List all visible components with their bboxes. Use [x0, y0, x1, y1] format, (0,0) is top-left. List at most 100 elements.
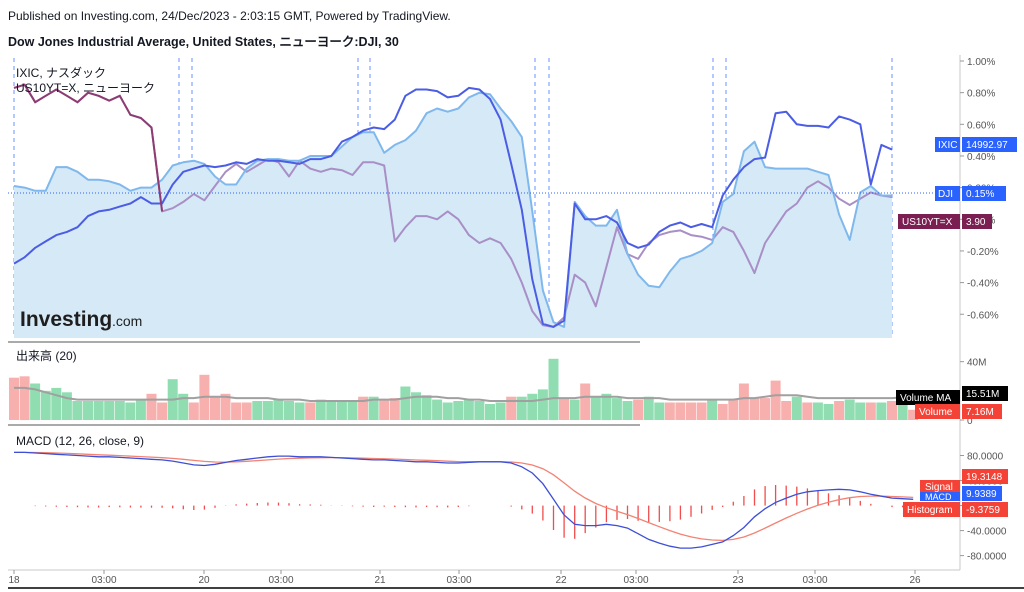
volume-ma-tag-name: Volume MA	[900, 393, 951, 404]
time-tick-label: 21	[374, 575, 386, 586]
time-axis: 18 03:00 20 03:00 21 03:00 22 03:00 23 03:00 26	[8, 570, 921, 586]
price-tick-label: 0.60%	[967, 120, 995, 131]
logo-brand: Investing	[20, 308, 112, 331]
volume-tick-label: 40M	[967, 358, 986, 369]
volume-bar	[537, 389, 548, 420]
volume-bar	[696, 402, 707, 420]
volume-bar	[844, 399, 855, 420]
volume-bar	[135, 399, 146, 420]
price-tick-label: -0.20%	[967, 247, 999, 258]
volume-ma-value-bg	[962, 386, 1008, 401]
macd-tick-label: -80.0000	[967, 552, 1007, 563]
macd-tag-value: 9.9389	[966, 489, 997, 500]
volume-bar	[315, 399, 326, 420]
time-tick-label: 03:00	[802, 575, 827, 586]
signal-tag-name: Signal	[925, 482, 953, 493]
volume-tag-name: Volume	[919, 407, 953, 418]
ixic-tag-value: 14992.97	[966, 140, 1008, 151]
us10yt-tag-value: 3.90	[966, 217, 986, 228]
us10yt-tag-name: US10YT=X	[902, 217, 953, 228]
histogram-tag-value: -9.3759	[966, 505, 1000, 516]
dji-tag-bg	[935, 186, 960, 201]
volume-bar	[516, 396, 527, 420]
volume-bar	[146, 393, 157, 421]
volume-value-bg	[962, 404, 1002, 419]
time-tick-label: 03:00	[623, 575, 648, 586]
volume-bar	[273, 399, 284, 420]
macd-line	[14, 451, 914, 549]
volume-bar	[580, 383, 591, 420]
chart-title[interactable]: Dow Jones Industrial Average, United Sta…	[8, 35, 399, 49]
dji-value-bg	[962, 186, 1006, 201]
volume-bar	[294, 402, 305, 420]
volume-bar	[527, 393, 538, 421]
volume-bar	[495, 402, 506, 420]
time-tick-label: 03:00	[446, 575, 471, 586]
volume-labels: Volume MA 15.51M Volume 7.16M	[896, 386, 1008, 419]
macd-tag-bg	[920, 492, 960, 501]
volume-bar	[463, 399, 474, 420]
volume-bar	[770, 380, 781, 420]
price-lines	[13, 83, 893, 328]
volume-bar	[611, 398, 622, 420]
volume-bar	[887, 401, 897, 420]
volume-ma	[14, 386, 903, 402]
volume-bar	[749, 398, 760, 420]
volume-bar	[305, 402, 316, 420]
dji-price-label: DJI 0.15%	[935, 186, 1006, 201]
volume-bar	[30, 383, 41, 420]
volume-bar	[114, 401, 125, 420]
volume-bar	[643, 396, 654, 420]
macd-tick-label: 80.0000	[967, 452, 1004, 463]
time-tick-label: 03:00	[268, 575, 293, 586]
volume-bar	[178, 393, 189, 421]
volume-bar	[125, 402, 136, 420]
volume-bar	[231, 402, 242, 420]
volume-bar	[104, 401, 115, 420]
histogram-value-bg	[962, 502, 1008, 517]
volume-bar	[897, 390, 908, 420]
signal-value-bg	[962, 469, 1008, 484]
macd-tick-label: -40.0000	[967, 527, 1007, 538]
price-tick-label: 1.00%	[967, 57, 995, 68]
volume-bar	[368, 396, 379, 420]
volume-bar	[93, 401, 104, 420]
volume-bar	[411, 392, 421, 420]
dji-line	[13, 91, 892, 328]
investing-logo: Investing .com	[20, 308, 142, 331]
histogram-tag-bg	[903, 502, 960, 517]
volume-bar	[812, 402, 823, 420]
volume-bar	[908, 409, 919, 420]
volume-bar	[569, 399, 580, 420]
time-tick-label: 20	[198, 575, 210, 586]
volume-bar	[601, 393, 612, 421]
volume-bar	[379, 399, 390, 420]
volume-bar	[442, 402, 453, 420]
volume-ma-line	[14, 386, 903, 402]
volume-bar	[622, 401, 633, 420]
volume-y-axis: 40M 0	[960, 358, 986, 427]
volume-bar	[474, 401, 485, 420]
volume-bar	[157, 402, 168, 420]
volume-bar	[633, 399, 644, 420]
volume-tag-value: 7.16M	[966, 407, 994, 418]
volume-bar	[19, 376, 30, 421]
volume-bar	[284, 401, 294, 420]
volume-bar	[738, 383, 749, 420]
signal-tag-value: 19.3148	[966, 472, 1003, 483]
volume-bar	[188, 402, 199, 420]
macd-histogram	[34, 485, 914, 539]
volume-bar	[855, 402, 866, 420]
volume-bar	[210, 396, 220, 420]
volume-bar	[241, 402, 252, 420]
price-tick-label: -0.60%	[967, 310, 999, 321]
price-tick-label: 0.80%	[967, 89, 995, 100]
volume-tag-bg	[915, 404, 960, 419]
volume-bar	[72, 401, 83, 420]
legend-ixic: IXIC, ナスダック	[16, 65, 106, 80]
us10yt-tag-bg	[898, 214, 960, 229]
volume-bar	[802, 402, 813, 420]
volume-bar	[9, 377, 19, 420]
volume-bar	[876, 402, 887, 420]
